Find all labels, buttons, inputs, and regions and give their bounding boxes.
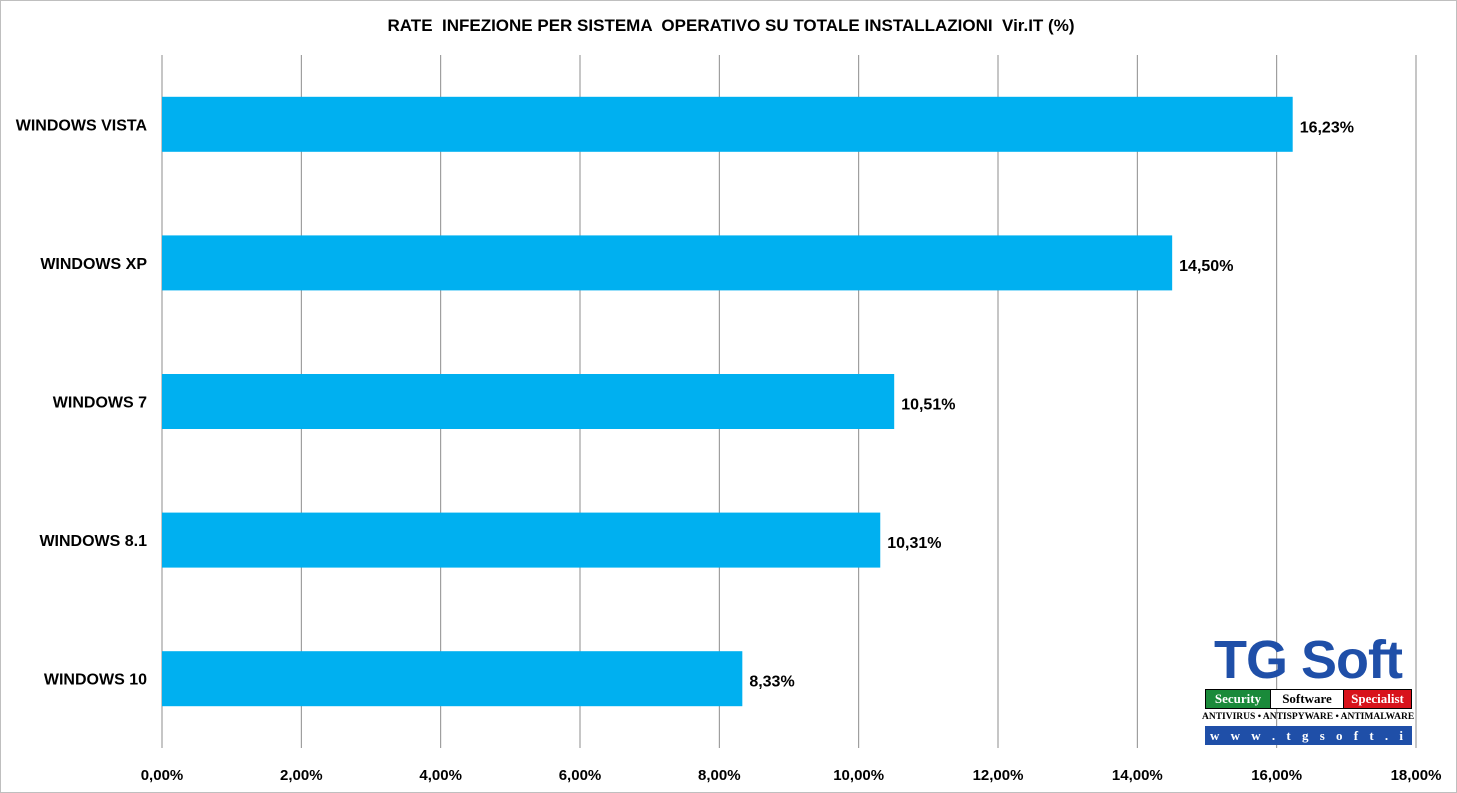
bar (162, 512, 881, 568)
category-label: WINDOWS 10 (44, 672, 147, 689)
x-tick-label: 6,00% (559, 767, 602, 784)
logo-word-specialist: Specialist (1344, 690, 1411, 708)
bar (162, 374, 895, 429)
logo-url: w w w . t g s o f t . i t (1205, 726, 1412, 762)
category-label: WINDOWS VISTA (16, 117, 148, 134)
x-tick-label: 10,00% (833, 767, 884, 784)
logo-banner: Security Software Specialist (1205, 689, 1412, 709)
x-tick-label: 16,00% (1251, 767, 1302, 784)
x-tick-label: 8,00% (698, 767, 741, 784)
logo-tagline: ANTIVIRUS • ANTISPYWARE • ANTIMALWARE (1202, 712, 1415, 722)
data-label: 10,31% (887, 535, 941, 552)
data-label: 8,33% (749, 674, 794, 691)
data-label: 14,50% (1179, 258, 1233, 275)
x-tick-label: 4,00% (419, 767, 462, 784)
chart-title: RATE INFEZIONE PER SISTEMA OPERATIVO SU … (388, 16, 1075, 35)
category-label: WINDOWS XP (40, 256, 147, 273)
bar (162, 96, 1293, 152)
bar (162, 235, 1173, 291)
x-tick-label: 14,00% (1112, 767, 1163, 784)
x-tick-label: 12,00% (973, 767, 1024, 784)
logo-title: TG Soft (1214, 630, 1403, 690)
x-tick-label: 18,00% (1391, 767, 1442, 784)
category-label: WINDOWS 7 (53, 395, 147, 412)
x-tick-label: 0,00% (141, 767, 184, 784)
logo-word-security: Security (1206, 690, 1270, 708)
category-label: WINDOWS 8.1 (39, 533, 147, 550)
data-label: 10,51% (901, 397, 955, 414)
bar (162, 651, 743, 707)
x-tick-label: 2,00% (280, 767, 323, 784)
logo-word-software: Software (1270, 690, 1344, 708)
tg-soft-logo: TG Soft Security Software Specialist ANT… (1202, 630, 1415, 762)
data-label: 16,23% (1300, 119, 1354, 136)
